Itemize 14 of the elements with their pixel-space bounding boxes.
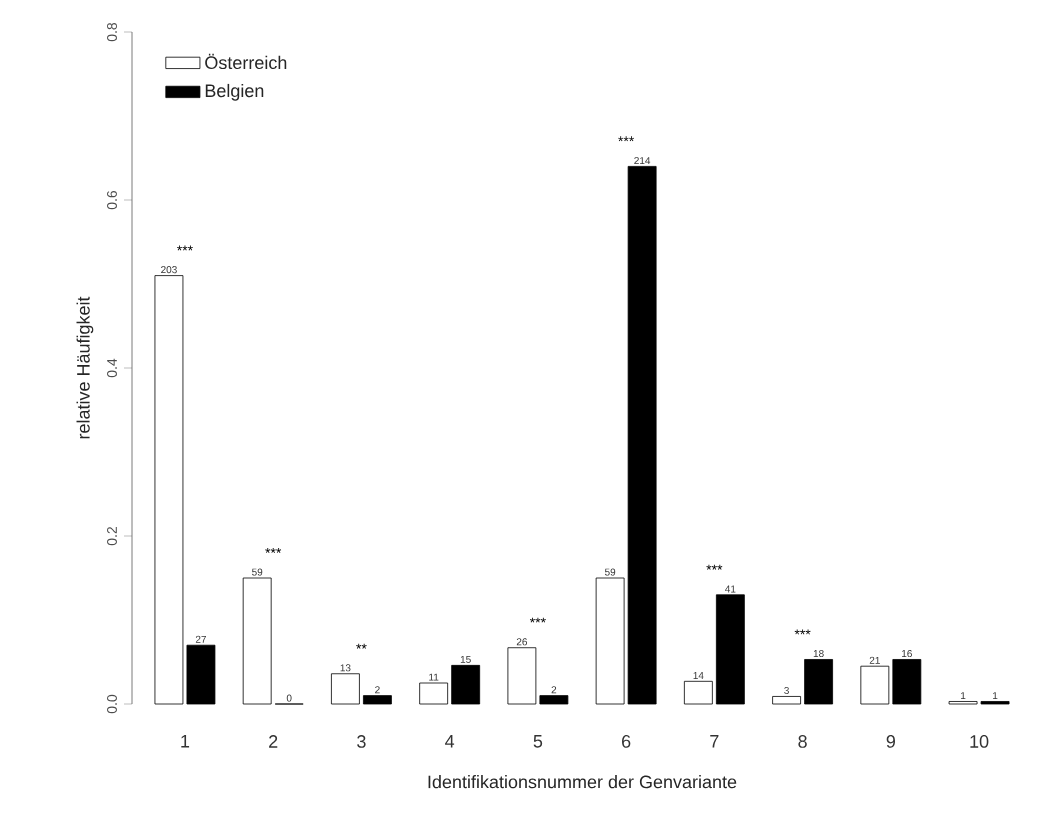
y-axis-title: relative Häufigkeit bbox=[76, 296, 94, 439]
x-tick-label: 3 bbox=[357, 735, 366, 748]
x-tick-label: 6 bbox=[622, 735, 631, 748]
legend-label: Belgien bbox=[205, 83, 264, 101]
x-axis-title: Identifikationsnummer der Genvariante bbox=[428, 775, 737, 789]
legend-label: Österreich bbox=[205, 53, 287, 70]
x-tick-label: 8 bbox=[798, 735, 807, 748]
x-tick-label: 7 bbox=[710, 735, 719, 748]
x-tick-label: 1 bbox=[181, 735, 190, 748]
x-tick-label: 4 bbox=[445, 735, 455, 748]
x-tick-label: 10 bbox=[970, 735, 989, 748]
x-tick-label: 5 bbox=[533, 735, 543, 748]
x-tick-label: 2 bbox=[269, 735, 278, 748]
x-tick-label: 9 bbox=[886, 735, 895, 748]
